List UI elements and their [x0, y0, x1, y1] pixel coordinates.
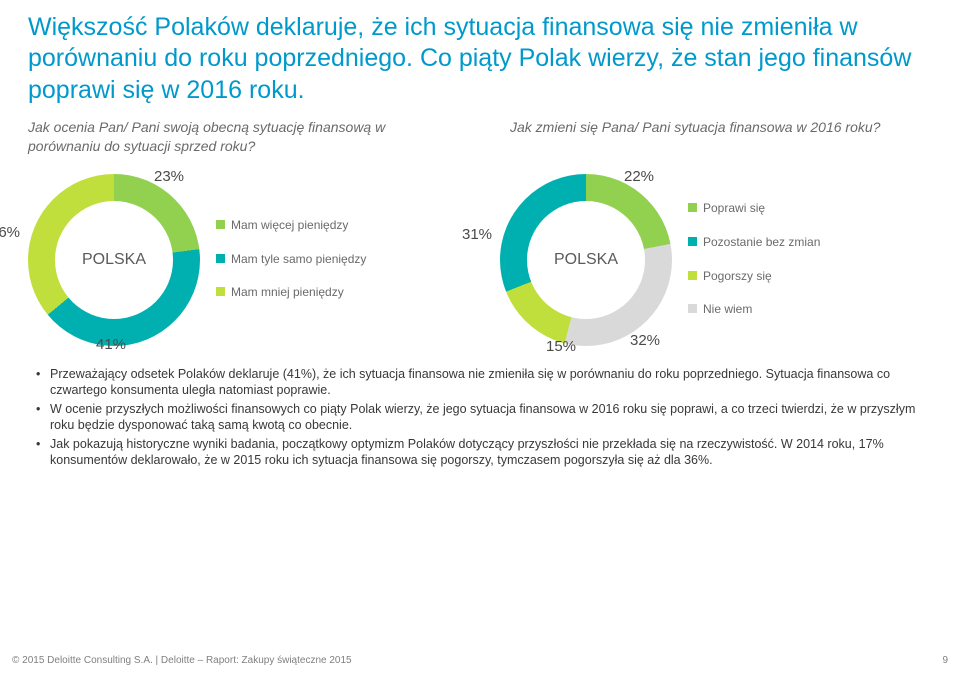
donut-left-center: POLSKA — [55, 201, 173, 319]
legend-label: Nie wiem — [703, 302, 752, 318]
legend-item: Poprawi się — [688, 201, 820, 217]
legend-label: Mam więcej pieniędzy — [231, 218, 348, 234]
legend-item: Pogorszy się — [688, 269, 820, 285]
legend-label: Pozostanie bez zmian — [703, 235, 820, 251]
legend-swatch — [216, 254, 225, 263]
chart-left-block: POLSKA 23% 41% 36% Mam więcej pieniędzyM… — [28, 174, 460, 346]
bullet-item: Jak pokazują historyczne wyniki badania,… — [36, 436, 920, 469]
legend-swatch — [688, 237, 697, 246]
legend-item: Mam mniej pieniędzy — [216, 285, 366, 301]
footer: © 2015 Deloitte Consulting S.A. | Deloit… — [12, 655, 948, 666]
charts-row: POLSKA 23% 41% 36% Mam więcej pieniędzyM… — [0, 156, 960, 346]
legend-swatch — [688, 203, 697, 212]
legend-swatch — [688, 271, 697, 280]
bullet-item: Przeważający odsetek Polaków deklaruje (… — [36, 366, 920, 399]
legend-item: Nie wiem — [688, 302, 820, 318]
bullet-item: W ocenie przyszłych możliwości finansowy… — [36, 401, 920, 434]
page-number: 9 — [942, 655, 948, 666]
bullets-section: Przeważający odsetek Polaków deklaruje (… — [0, 346, 960, 469]
donut-right-label-2: 15% — [546, 338, 576, 355]
donut-right-label-0: 22% — [624, 168, 654, 185]
question-left: Jak ocenia Pan/ Pani swoją obecną sytuac… — [28, 118, 450, 156]
footer-copyright: © 2015 Deloitte Consulting S.A. | Deloit… — [12, 655, 352, 666]
legend-label: Mam mniej pieniędzy — [231, 285, 344, 301]
donut-right-center: POLSKA — [527, 201, 645, 319]
legend-label: Pogorszy się — [703, 269, 772, 285]
legend-left: Mam więcej pieniędzy Mam tyle samo pienię… — [216, 218, 366, 301]
donut-right-wrap: POLSKA 22% 31% 15% 32% — [500, 174, 672, 346]
chart-right-block: POLSKA 22% 31% 15% 32% Poprawi się Pozost… — [500, 174, 932, 346]
legend-swatch — [216, 220, 225, 229]
donut-left-label-1: 41% — [96, 336, 126, 353]
legend-item: Mam więcej pieniędzy — [216, 218, 366, 234]
legend-swatch — [688, 304, 697, 313]
legend-label: Mam tyle samo pieniędzy — [231, 252, 366, 268]
legend-label: Poprawi się — [703, 201, 765, 217]
questions-row: Jak ocenia Pan/ Pani swoją obecną sytuac… — [0, 112, 960, 156]
donut-left-label-2: 36% — [0, 224, 20, 241]
question-right: Jak zmieni się Pana/ Pani sytuacja finan… — [510, 118, 932, 156]
donut-left-wrap: POLSKA 23% 41% 36% — [28, 174, 200, 346]
legend-swatch — [216, 287, 225, 296]
legend-item: Mam tyle samo pieniędzy — [216, 252, 366, 268]
donut-right-label-3: 32% — [630, 332, 660, 349]
legend-item: Pozostanie bez zmian — [688, 235, 820, 251]
donut-right-label-1: 31% — [462, 226, 492, 243]
legend-right: Poprawi się Pozostanie bez zmian Pogorszy … — [688, 201, 820, 317]
page-title: Większość Polaków deklaruje, że ich sytu… — [0, 0, 960, 112]
donut-left-label-0: 23% — [154, 168, 184, 185]
